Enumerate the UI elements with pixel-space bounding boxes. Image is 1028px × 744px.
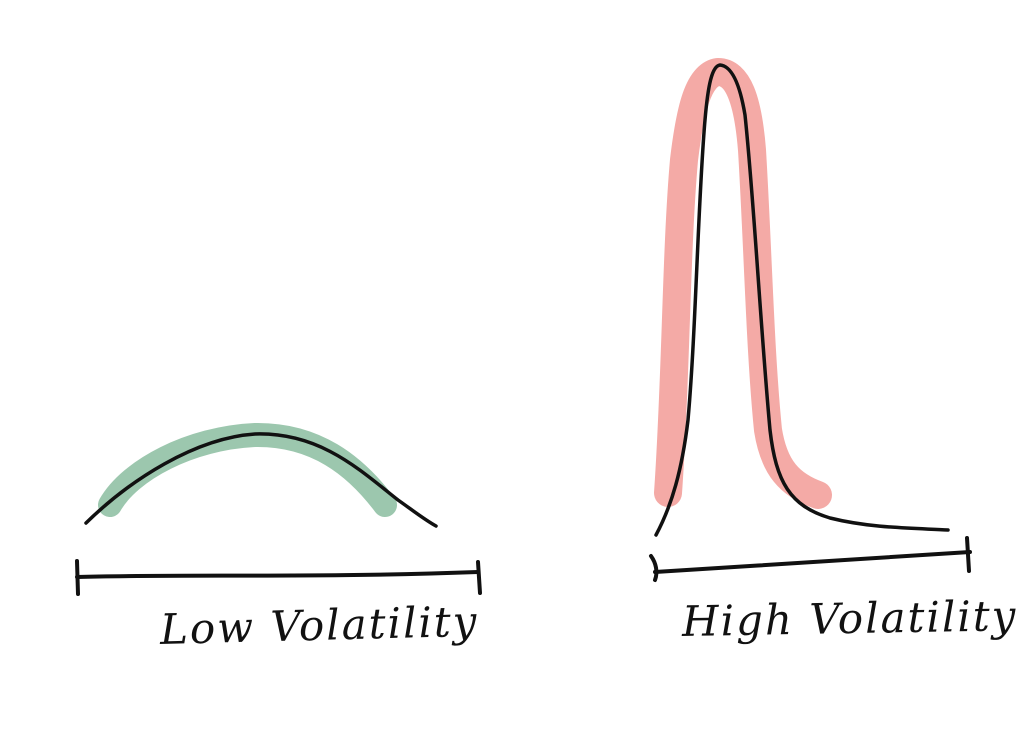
low-volatility-axis — [75, 570, 480, 579]
high-volatility-curve — [654, 63, 950, 537]
low-volatility-curve — [84, 432, 438, 528]
high-volatility-axis-left-tick — [649, 554, 659, 582]
low-volatility-axis-left-tick — [75, 559, 80, 596]
high-volatility-label: High Volatility — [681, 591, 1018, 646]
high-volatility-axis-right-tick — [965, 536, 971, 573]
high-volatility-panel — [649, 58, 972, 582]
low-volatility-axis-right-tick — [476, 560, 482, 595]
low-volatility-panel — [75, 422, 482, 596]
low-volatility-label: Low Volatility — [159, 596, 480, 654]
high-volatility-highlight — [654, 58, 832, 509]
high-volatility-axis — [653, 550, 972, 574]
